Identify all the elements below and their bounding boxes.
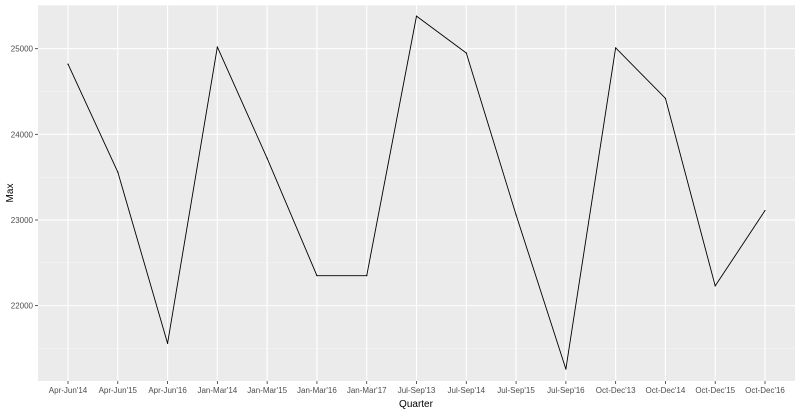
data-point xyxy=(316,275,318,277)
data-point xyxy=(117,171,119,173)
y-tick-label: 25000 xyxy=(11,45,34,54)
x-tick-label: Apr-Jun'16 xyxy=(148,386,187,395)
data-point xyxy=(764,209,766,212)
data-point xyxy=(664,97,667,99)
y-tick-label: 24000 xyxy=(11,130,34,139)
x-tick-label: Jul-Sep'15 xyxy=(497,386,535,395)
data-point xyxy=(714,285,716,287)
x-tick-label: Apr-Jun'15 xyxy=(99,386,138,395)
x-tick-label: Jan-Mar'17 xyxy=(347,386,387,395)
data-point xyxy=(515,214,517,216)
data-point xyxy=(465,52,467,54)
data-point xyxy=(67,63,69,65)
data-point xyxy=(366,275,368,277)
y-tick-label: 23000 xyxy=(11,216,34,225)
x-tick-label: Oct-Dec'16 xyxy=(745,386,785,395)
x-tick-label: Oct-Dec'14 xyxy=(646,386,686,395)
y-tick-label: 22000 xyxy=(11,302,34,311)
x-axis: Apr-Jun'14 Apr-Jun'15 Apr-Jun'16 Jan-Mar'14… xyxy=(49,381,785,395)
data-point xyxy=(266,157,268,159)
x-tick-label: Oct-Dec'15 xyxy=(695,386,735,395)
x-tick-label: Jan-Mar'16 xyxy=(297,386,337,395)
x-tick-label: Jan-Mar'15 xyxy=(247,386,287,395)
x-tick-label: Jul-Sep'13 xyxy=(398,386,436,395)
y-axis-title: Max xyxy=(5,184,16,203)
data-point xyxy=(615,47,617,49)
x-axis-title: Quarter xyxy=(399,399,434,410)
x-tick-label: Apr-Jun'14 xyxy=(49,386,88,395)
major-gridlines xyxy=(38,5,795,381)
data-point xyxy=(565,368,567,370)
data-point xyxy=(415,15,418,17)
x-tick-label: Jul-Sep'16 xyxy=(547,386,585,395)
data-point xyxy=(166,342,169,344)
data-point xyxy=(216,46,218,48)
series-group xyxy=(67,15,766,370)
x-tick-label: Jan-Mar'14 xyxy=(197,386,237,395)
x-tick-label: Jul-Sep'14 xyxy=(448,386,486,395)
y-axis: 22000 23000 24000 25000 xyxy=(11,45,38,311)
x-tick-label: Oct-Dec'13 xyxy=(596,386,636,395)
